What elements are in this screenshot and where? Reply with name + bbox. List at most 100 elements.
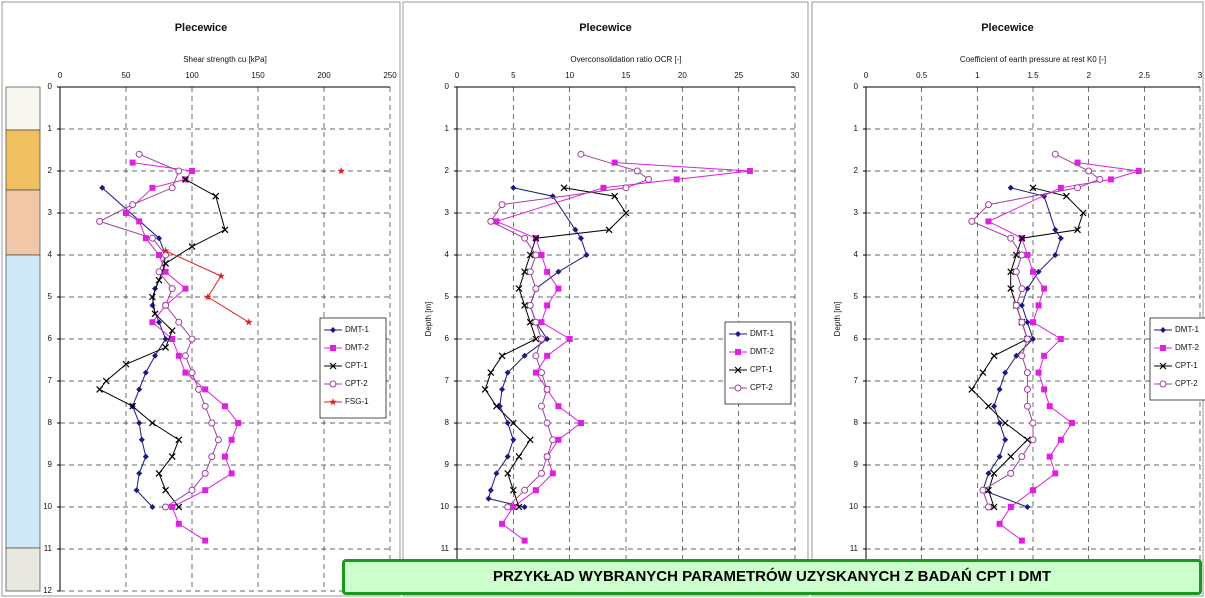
data-point xyxy=(538,469,545,477)
data-point xyxy=(1001,419,1009,427)
data-point xyxy=(337,167,345,175)
data-point xyxy=(155,268,163,276)
data-point xyxy=(515,503,523,511)
chart-title: Plecewice xyxy=(175,22,228,34)
data-point xyxy=(202,537,209,544)
x-tick-label: 3 xyxy=(1198,71,1203,80)
data-point xyxy=(136,470,143,477)
data-point xyxy=(487,217,495,225)
data-point xyxy=(1030,336,1036,342)
data-point xyxy=(1007,234,1015,242)
data-point xyxy=(485,495,492,502)
data-point xyxy=(577,235,584,242)
data-point xyxy=(555,436,562,443)
legend-label: DMT-1 xyxy=(345,325,370,334)
legend-marker xyxy=(329,362,337,370)
legend-label: DMT-1 xyxy=(750,329,775,338)
data-point xyxy=(968,217,976,225)
data-point xyxy=(499,386,506,393)
data-point xyxy=(1023,369,1031,377)
data-point xyxy=(214,436,222,444)
data-point xyxy=(1046,453,1053,460)
data-point xyxy=(1079,209,1087,217)
data-point xyxy=(1074,159,1081,166)
data-point xyxy=(208,453,216,461)
data-point xyxy=(129,402,137,410)
data-point xyxy=(169,336,176,342)
data-point xyxy=(510,436,517,443)
data-point xyxy=(572,226,579,233)
data-point xyxy=(1024,504,1031,510)
series-line xyxy=(125,162,239,542)
data-point xyxy=(151,310,159,318)
y-tick-label: 2 xyxy=(445,166,450,175)
data-point xyxy=(979,369,987,377)
data-point xyxy=(136,420,143,426)
data-point xyxy=(526,436,534,444)
data-point xyxy=(633,167,641,175)
x-tick-label: 0.5 xyxy=(916,71,928,80)
data-point xyxy=(1029,419,1037,427)
data-point xyxy=(195,385,203,393)
data-point xyxy=(136,386,143,393)
data-point xyxy=(493,402,500,410)
x-tick-label: 1 xyxy=(975,71,980,80)
data-point xyxy=(181,352,189,360)
data-point xyxy=(161,246,170,254)
data-point xyxy=(1007,285,1015,293)
data-point xyxy=(189,168,195,174)
y-tick-label: 3 xyxy=(48,208,53,217)
data-point xyxy=(504,420,511,426)
data-point xyxy=(526,318,534,326)
legend-label: DMT-2 xyxy=(345,343,370,352)
data-point xyxy=(1057,336,1064,342)
data-point xyxy=(560,184,568,192)
data-point xyxy=(984,503,992,511)
data-point xyxy=(175,167,183,175)
data-point xyxy=(162,486,170,494)
data-point xyxy=(129,159,136,166)
y-tick-label: 6 xyxy=(854,334,859,343)
data-point xyxy=(181,175,189,183)
data-point xyxy=(102,377,110,385)
data-point xyxy=(1046,403,1053,410)
data-point xyxy=(600,184,607,191)
data-point xyxy=(228,470,235,477)
data-point xyxy=(217,272,225,280)
data-point xyxy=(544,302,551,309)
y-tick-label: 11 xyxy=(441,544,450,553)
y-tick-label: 7 xyxy=(445,376,450,385)
series-line xyxy=(165,250,250,323)
x-tick-label: 25 xyxy=(734,71,743,80)
data-point xyxy=(1012,251,1020,259)
data-point xyxy=(168,184,176,192)
x-tick-label: 30 xyxy=(791,71,800,80)
y-tick-label: 9 xyxy=(48,460,53,469)
data-point xyxy=(175,436,183,444)
data-point xyxy=(162,343,170,351)
data-point xyxy=(168,285,176,293)
data-point xyxy=(156,252,162,258)
y-tick-label: 11 xyxy=(850,544,859,553)
x-axis-label: Overconsolidation ratio OCR [-] xyxy=(570,55,681,64)
data-point xyxy=(188,369,196,377)
data-point xyxy=(526,301,534,309)
data-point xyxy=(673,176,680,183)
x-tick-label: 150 xyxy=(251,71,265,80)
data-point xyxy=(99,184,106,191)
data-point xyxy=(532,369,539,376)
data-point xyxy=(1135,168,1142,174)
legend-box xyxy=(1149,317,1205,401)
legend-marker xyxy=(329,398,337,406)
data-point xyxy=(521,234,529,242)
data-point xyxy=(611,192,619,200)
data-point xyxy=(135,150,143,158)
data-point xyxy=(538,335,545,343)
y-tick-label: 11 xyxy=(44,544,53,553)
data-point xyxy=(543,385,551,393)
data-point xyxy=(990,503,998,511)
data-point xyxy=(1018,302,1025,309)
legend-label: FSG-1 xyxy=(345,397,369,406)
y-tick-label: 8 xyxy=(48,418,53,427)
